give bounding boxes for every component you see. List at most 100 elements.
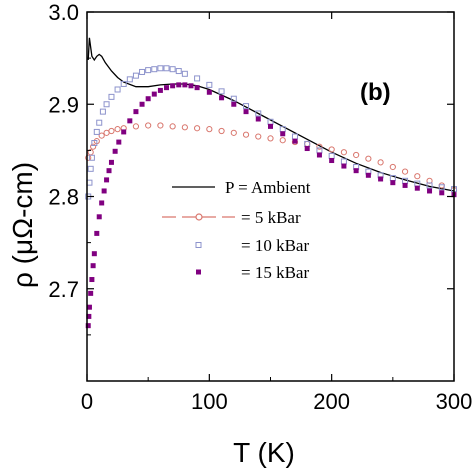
data-point (329, 158, 335, 164)
data-point (157, 87, 163, 93)
data-point (121, 129, 127, 135)
data-point (116, 139, 122, 145)
x-tick-label: 200 (313, 389, 350, 414)
data-point (181, 70, 188, 77)
data-point (194, 75, 201, 82)
data-point (126, 76, 133, 83)
data-point (106, 168, 112, 174)
legend-label: = 15 kBar (241, 263, 309, 282)
data-point (96, 214, 102, 220)
data-point (243, 109, 249, 115)
data-point (90, 263, 96, 269)
data-point (103, 101, 110, 108)
legend-entry: P = Ambient (172, 178, 311, 197)
data-point (340, 149, 347, 156)
data-point (218, 88, 225, 95)
y-tick-label: 2.7 (48, 277, 79, 302)
data-point (93, 128, 100, 135)
data-point (175, 68, 182, 75)
data-point (120, 80, 127, 87)
data-point (438, 184, 445, 191)
data-point (377, 159, 384, 166)
data-point (112, 148, 118, 154)
data-point (145, 96, 151, 102)
data-point (280, 131, 286, 137)
data-point (414, 173, 421, 180)
data-point (114, 86, 121, 93)
data-point (157, 65, 164, 72)
legend-label: P = Ambient (225, 178, 311, 197)
data-point (85, 154, 92, 161)
x-tick-label: 0 (81, 389, 93, 414)
data-point (242, 131, 250, 138)
data-point (133, 109, 139, 115)
x-axis-title: T (K) (233, 437, 295, 468)
data-point (378, 176, 384, 182)
data-point (230, 129, 237, 136)
series-p-ambient (87, 37, 455, 192)
panel-label: (b) (360, 79, 391, 106)
data-point (108, 159, 114, 165)
data-point (341, 163, 347, 169)
data-point (365, 172, 371, 178)
data-point (230, 95, 237, 102)
data-point (176, 82, 182, 88)
x-tick-label: 100 (191, 389, 228, 414)
y-tick-label: 2.8 (48, 185, 79, 210)
x-tick-label: 300 (436, 389, 473, 414)
data-point (169, 66, 176, 73)
series--15-kbar (85, 82, 457, 329)
data-point (132, 123, 140, 130)
legend-entry: = 10 kBar (195, 236, 309, 255)
data-point (243, 103, 250, 110)
data-point (255, 133, 262, 140)
y-tick-label: 3.0 (48, 0, 79, 25)
legend-label: = 10 kBar (241, 236, 309, 255)
data-point (427, 188, 433, 194)
data-point (89, 277, 95, 283)
data-point (255, 116, 261, 122)
data-point (267, 135, 274, 142)
data-point (219, 95, 225, 101)
y-axis-title: ρ (μΩ-cm) (7, 162, 38, 288)
data-point (114, 126, 121, 133)
data-point (90, 143, 97, 150)
data-point (99, 108, 106, 115)
y-tick-label: 2.9 (48, 92, 79, 117)
data-point (353, 168, 359, 174)
data-point (88, 290, 94, 296)
data-point (402, 182, 408, 188)
legend-label: = 5 kBar (241, 208, 301, 227)
legend-entry: = 15 kBar (196, 263, 309, 282)
data-point (328, 146, 335, 153)
data-point (170, 83, 176, 89)
data-point (139, 101, 145, 107)
data-point (151, 91, 157, 97)
data-point (292, 138, 298, 144)
data-point (316, 152, 322, 158)
data-point (145, 67, 152, 74)
data-point (365, 155, 372, 162)
axis-ticks: 0 100 200 300 2.7 2.8 2.9 3.0 (48, 0, 472, 414)
data-point (87, 165, 94, 172)
data-point (127, 118, 133, 124)
data-point (108, 93, 115, 100)
data-point (91, 251, 97, 257)
data-point (86, 304, 92, 310)
data-point (164, 85, 170, 91)
data-point (401, 168, 409, 175)
data-point (91, 139, 98, 146)
data-point (390, 180, 396, 186)
data-point (414, 185, 420, 191)
data-point (99, 200, 105, 206)
data-point (206, 126, 213, 133)
data-point (88, 154, 95, 161)
data-point (139, 68, 146, 75)
legend: P = Ambient = 5 kBar = 10 kBar = 15 kBar (162, 178, 311, 282)
data-point (218, 127, 225, 135)
data-point (439, 190, 445, 196)
series-line (87, 37, 455, 192)
data-point (304, 146, 310, 152)
data-point (169, 123, 176, 130)
data-point (268, 123, 273, 129)
